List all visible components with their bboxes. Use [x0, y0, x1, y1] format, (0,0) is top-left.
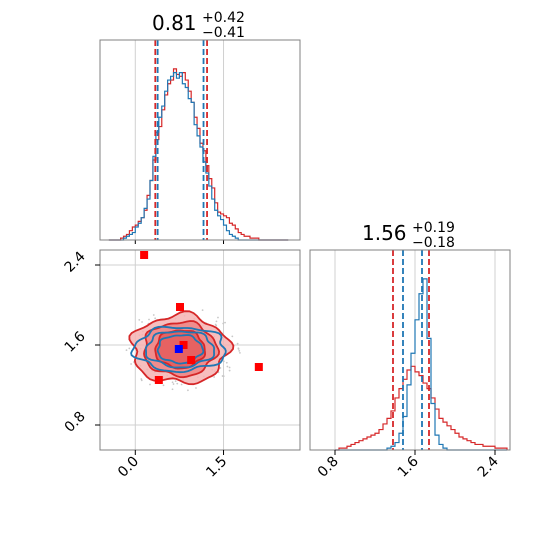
sample-dot	[128, 347, 131, 350]
hist-param1-title-sup: +0.42	[202, 10, 245, 26]
hist-param2-title: 1.56	[362, 221, 407, 245]
sample-dot	[215, 320, 218, 323]
sample-dot	[172, 383, 175, 385]
sample-dot	[152, 314, 155, 316]
sample-dot	[171, 388, 174, 391]
sample-dot	[140, 378, 143, 380]
sample-dot	[195, 387, 197, 389]
sample-dot	[224, 321, 226, 324]
p2-hist-blue	[335, 278, 507, 451]
p2-xtick-label-0: 0.8	[315, 454, 342, 481]
sample-dot	[176, 382, 179, 385]
sample-dot	[187, 389, 189, 392]
sample-dot	[226, 365, 229, 368]
hist-param2-frame	[309, 249, 511, 451]
hist-param1-frame	[99, 39, 301, 241]
scatter-panel: 0.8 1.6 2.4 0.0 1.5	[62, 249, 301, 481]
marker-red-1	[176, 303, 184, 311]
sample-dot	[222, 360, 225, 363]
sample-dot	[125, 349, 128, 352]
p2-xtick-label-2: 2.4	[475, 453, 502, 480]
hist-param2-title-sup: +0.19	[412, 220, 455, 236]
sample-dot	[238, 350, 241, 352]
sample-dot	[225, 361, 228, 364]
sample-dot	[162, 384, 165, 387]
sample-dot	[228, 369, 231, 372]
sample-dot	[239, 351, 241, 354]
p3-ytick-label-2: 2.4	[62, 249, 89, 276]
scatter-frame	[99, 249, 301, 451]
marker-red-3	[154, 376, 163, 384]
marker-red-0	[140, 251, 149, 259]
sample-dot	[130, 363, 132, 365]
sample-dot	[222, 322, 225, 325]
sample-dot	[154, 317, 157, 320]
p3-ytick-label-1: 1.6	[62, 329, 89, 356]
sample-dot	[171, 381, 174, 384]
sample-dot	[180, 383, 183, 386]
sample-dot	[236, 342, 239, 345]
marker-red-5	[179, 341, 188, 349]
sample-dot	[231, 335, 234, 338]
contour-blue-2	[130, 325, 227, 374]
sample-dot	[228, 366, 231, 369]
sample-dot	[221, 375, 224, 377]
hist-param1-title-main: 0.81	[152, 11, 197, 35]
hist-param1-title-sub: −0.41	[202, 25, 245, 41]
sample-dot	[201, 309, 204, 312]
sample-dot	[141, 321, 143, 323]
sample-dot	[217, 316, 219, 319]
sample-dot	[215, 324, 218, 327]
marker-red-4	[254, 363, 263, 371]
sample-dot	[148, 318, 150, 321]
sample-dot	[174, 380, 177, 383]
sample-dot	[213, 376, 216, 378]
p2-hist-red	[335, 365, 508, 451]
hist-param1-panel: 0.81 +0.42 −0.41	[99, 10, 301, 244]
marker-blue-0	[174, 345, 183, 353]
hist-param2-title-sub: −0.18	[412, 235, 455, 251]
hist-param1-title: 0.81	[152, 11, 197, 35]
hist-param2-panel: 1.56 +0.19 −0.18 0.8 1.6 2.4	[309, 220, 511, 481]
marker-red-2	[187, 356, 196, 364]
hist-param2-title-main: 1.56	[362, 221, 407, 245]
p3-xtick-label-0: 0.0	[115, 454, 142, 481]
p3-ytick-label-0: 0.8	[62, 409, 89, 436]
sample-dot	[138, 319, 141, 321]
sample-dot	[219, 367, 222, 369]
p3-xtick-label-1: 1.5	[203, 454, 230, 481]
p2-xtick-label-1: 1.6	[395, 453, 422, 480]
sample-dot	[149, 383, 151, 386]
contour-blue-1	[144, 330, 216, 369]
sample-dot	[237, 347, 240, 350]
